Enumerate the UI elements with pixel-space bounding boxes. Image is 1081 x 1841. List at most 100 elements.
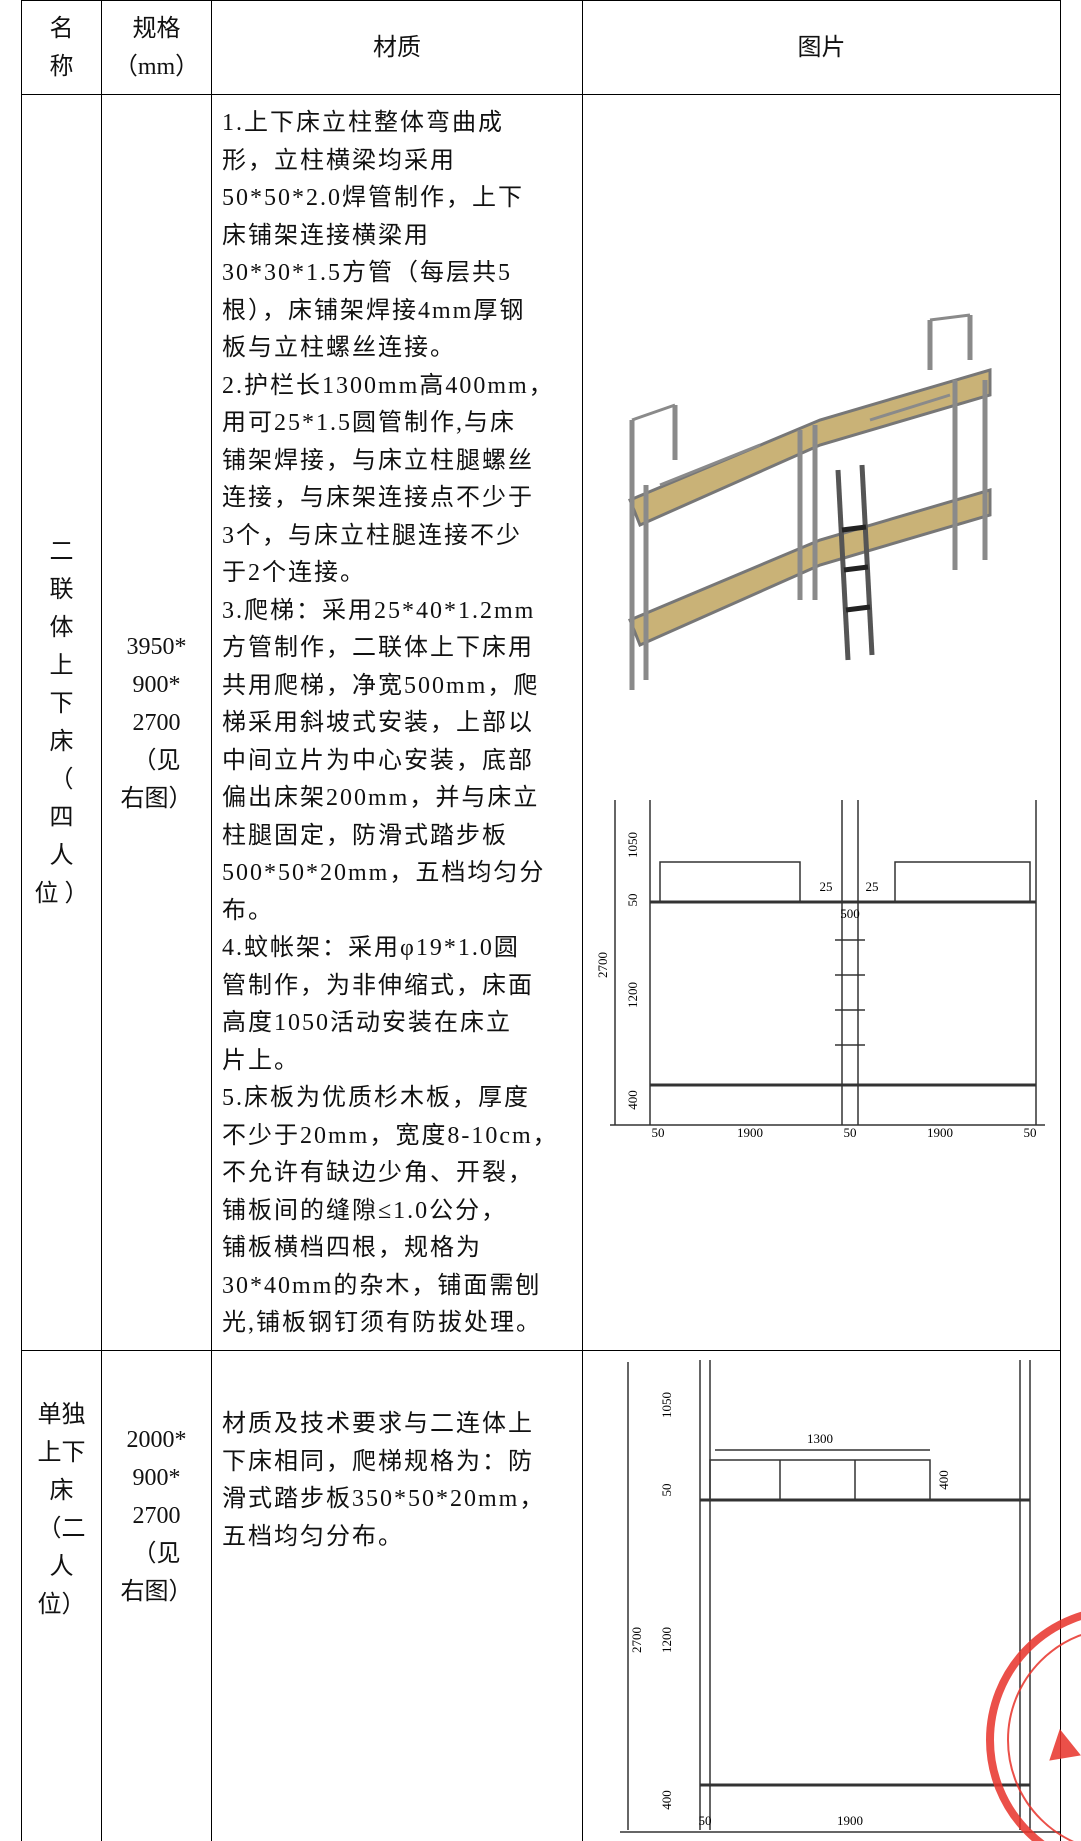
header-spec: 规格 （mm） (101, 0, 211, 94)
text-line: 900* (132, 1465, 181, 1491)
elevation-1 (610, 800, 1045, 1126)
text-line: 五档均匀分布。 (222, 1523, 404, 1550)
text-line: 50*50*2.0焊管制作，上下 (222, 185, 524, 211)
dimension-label: 1300 (807, 1431, 833, 1446)
row-spec: 3950* 900* 2700 （见右图） (101, 94, 211, 1350)
text-line: 形，立柱横梁均采用 (222, 147, 456, 174)
text-line: 右图） (120, 785, 193, 812)
text-line: 2700 (132, 1503, 181, 1529)
text-line: （二 (37, 1516, 86, 1542)
dimension-label: 1200 (625, 982, 640, 1008)
text-line: 共用爬梯，净宽500mm，爬 (222, 672, 540, 699)
text-line: 5.床板为优质杉木板，厚度 (222, 1085, 530, 1111)
text-line: 用可25*1.5圆管制作,与床 (222, 410, 516, 436)
text-line: 布。 (222, 897, 274, 924)
text-line: 900* (132, 671, 181, 698)
text-line: 滑式踏步板350*50*20mm， (222, 1486, 546, 1512)
dimension-label: 1050 (659, 1392, 674, 1418)
text-line: 二 (49, 538, 74, 565)
text-line: 2700 (132, 709, 181, 736)
text-line: 偏出床架200mm，并与床立 (222, 785, 540, 811)
dimension-label: 1050 (625, 832, 640, 858)
text-line: 连接，与床架连接点不少于 (222, 485, 534, 511)
text-line: 30*30*1.5方管（每层共5 (222, 260, 512, 286)
bed-3d (628, 313, 992, 690)
text-line: 根），床铺架焊接4mm厚钢 (222, 297, 526, 324)
header-text: 材质 (373, 34, 421, 61)
text-line: 上 (49, 652, 74, 679)
text-line: （见 (132, 747, 181, 774)
text-line: 管制作，为非伸缩式，床面 (222, 972, 534, 999)
header-name: 名称 (21, 0, 101, 94)
text-line: 4.蚊帐架：采用φ19*1.0圆 (222, 935, 520, 961)
dimension-label: 2700 (629, 1627, 644, 1653)
elevation-2 (620, 1360, 1060, 1833)
header-material: 材质 (211, 0, 582, 94)
text-line: 床 (49, 1478, 74, 1504)
text-line: 右图） (120, 1579, 193, 1605)
dimension-label: 400 (936, 1470, 951, 1490)
dimension-label: 50 (699, 1813, 712, 1828)
dimension-label: 50 (844, 1125, 857, 1140)
text-line: 体 (49, 614, 74, 641)
row-picture (582, 1350, 1061, 1841)
text-line: 30*40mm的杂木，铺面需刨 (222, 1272, 542, 1299)
dimension-label: 500 (840, 906, 860, 921)
text-line: 位） (37, 1592, 86, 1618)
text-line: 铺架焊接，与床立柱腿螺丝 (222, 447, 534, 474)
text-line: 柱腿固定，防滑式踏步板 (222, 822, 508, 849)
text-line: 3950* (126, 633, 187, 660)
row-spec: 2000* 900* 2700 （见右图） (101, 1350, 211, 1841)
text-line: 上下 (37, 1440, 86, 1466)
text-line: 中间立片为中心安装，底部 (222, 747, 534, 774)
text-line: （mm） (113, 53, 200, 80)
text-line: 床铺架连接横梁用 (222, 222, 430, 249)
text-line: 高度1050活动安装在床立 (222, 1010, 512, 1036)
text-line: 人 (49, 842, 74, 869)
header-text: 图片 (797, 34, 846, 61)
text-line: 板与立柱螺丝连接。 (222, 335, 456, 361)
dimension-label: 25 (866, 879, 879, 894)
text-line: 2.护栏长1300mm高400mm， (222, 372, 555, 399)
text-line: 床 (49, 728, 74, 755)
text-line: 称 (49, 53, 74, 80)
dimension-label: 1200 (659, 1627, 674, 1653)
text-line: 规格 (132, 15, 181, 42)
dimension-label: 50 (625, 894, 640, 907)
text-line: 铺板横档四根，规格为 (222, 1235, 482, 1261)
text-line: 2000* (126, 1427, 187, 1453)
row-material: 1.上下床立柱整体弯曲成 形，立柱横梁均采用 50*50*2.0焊管制作，上下 床铺架… (211, 94, 582, 1350)
text-line: 于2个连接。 (222, 560, 366, 586)
dimension-label: 50 (652, 1125, 665, 1140)
text-line: 铺板间的缝隙≤1.0公分， (222, 1197, 508, 1224)
row-name: 单独上下床 （二人位） (21, 1350, 101, 1841)
text-line: 不少于20mm，宽度8-10cm， (222, 1122, 559, 1149)
text-line: 人 (49, 1554, 74, 1580)
text-line: 500*50*20mm，五档均匀分 (222, 860, 546, 886)
row-picture (582, 94, 1061, 1350)
text-line: 材质及技术要求与二连体上 (222, 1411, 534, 1437)
dimension-label: 400 (659, 1790, 674, 1810)
text-line: （见 (132, 1541, 181, 1567)
text-line: 四 (49, 804, 74, 831)
row-material: 材质及技术要求与二连体上 下床相同，爬梯规格为：防 滑式踏步板350*50*20mm… (211, 1350, 582, 1841)
dimension-label: 1900 (737, 1125, 763, 1140)
text-line: （ (49, 766, 74, 793)
text-line: 下 (49, 690, 74, 717)
seal (986, 1611, 1081, 1841)
text-line: 光,铺板钢钉须有防拔处理。 (222, 1310, 542, 1336)
header-picture: 图片 (582, 0, 1061, 94)
text-line: 梯采用斜坡式安装，上部以 (222, 710, 534, 736)
dimension-label: 50 (659, 1484, 674, 1497)
text-line: 名 (49, 15, 74, 42)
text-line: 方管制作，二联体上下床用 (222, 635, 534, 661)
dimension-label: 25 (820, 879, 833, 894)
dimension-label: 50 (1024, 1125, 1037, 1140)
text-line: 单独 (37, 1402, 86, 1428)
row-name: 二联体上下床 （ 四人位 ） (21, 94, 101, 1350)
text-line: 1.上下床立柱整体弯曲成 (222, 110, 504, 136)
text-line: 下床相同，爬梯规格为：防 (222, 1448, 534, 1475)
dimension-label: 1900 (837, 1813, 863, 1828)
